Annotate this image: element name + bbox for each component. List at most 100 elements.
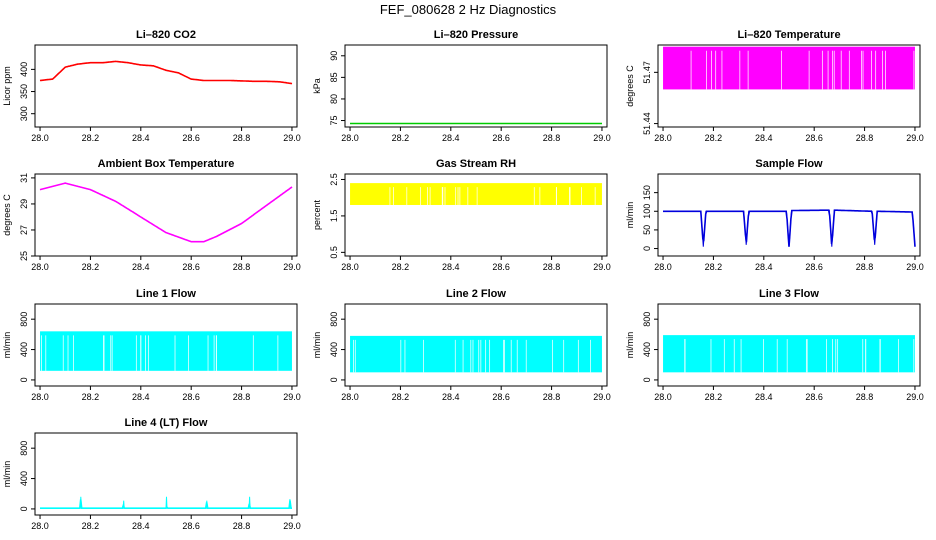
chart-title: Li–820 Temperature bbox=[737, 29, 840, 41]
y-axis-label: kPa bbox=[312, 78, 322, 94]
chart-title: Line 4 (LT) Flow bbox=[125, 417, 208, 429]
y-axis-label: degrees C bbox=[2, 194, 12, 236]
series-band bbox=[40, 331, 292, 371]
x-tick-label: 28.8 bbox=[856, 392, 874, 402]
x-tick-label: 28.8 bbox=[233, 133, 251, 143]
page-title: FEF_080628 2 Hz Diagnostics bbox=[379, 2, 557, 17]
series-band bbox=[663, 46, 915, 90]
x-tick-label: 28.4 bbox=[132, 262, 150, 272]
x-tick-label: 28.4 bbox=[132, 521, 150, 531]
x-tick-label: 28.2 bbox=[705, 392, 723, 402]
x-tick-label: 28.2 bbox=[392, 133, 410, 143]
series-points-line bbox=[39, 182, 293, 243]
x-tick-label: 28.4 bbox=[442, 262, 460, 272]
y-tick-label: 51.47 bbox=[642, 61, 652, 84]
y-axis-label: ml/min bbox=[625, 202, 635, 229]
series-band bbox=[663, 335, 915, 373]
y-tick-label: 31 bbox=[19, 173, 29, 183]
x-tick-label: 28.6 bbox=[492, 392, 510, 402]
y-tick-label: 800 bbox=[329, 312, 339, 327]
y-axis-label: degrees C bbox=[625, 65, 635, 107]
x-tick-label: 28.6 bbox=[492, 133, 510, 143]
x-tick-label: 28.6 bbox=[182, 133, 200, 143]
y-axis-label: ml/min bbox=[2, 461, 12, 488]
x-tick-label: 28.2 bbox=[392, 262, 410, 272]
x-tick-label: 29.0 bbox=[593, 392, 611, 402]
x-tick-label: 29.0 bbox=[593, 133, 611, 143]
y-tick-label: 90 bbox=[329, 51, 339, 61]
y-tick-label: 2.5 bbox=[329, 173, 339, 186]
y-tick-label: 25 bbox=[19, 251, 29, 261]
x-tick-label: 29.0 bbox=[283, 262, 301, 272]
y-tick-label: 300 bbox=[19, 106, 29, 121]
x-tick-label: 28.0 bbox=[31, 392, 49, 402]
x-tick-label: 28.0 bbox=[31, 262, 49, 272]
x-tick-label: 28.2 bbox=[705, 262, 723, 272]
x-tick-label: 28.4 bbox=[132, 133, 150, 143]
chart-title: Line 2 Flow bbox=[446, 288, 506, 300]
x-tick-label: 28.0 bbox=[654, 392, 672, 402]
y-tick-label: 400 bbox=[19, 342, 29, 357]
y-tick-label: 75 bbox=[329, 116, 339, 126]
y-axis-label: percent bbox=[312, 199, 322, 230]
series-band bbox=[350, 335, 602, 373]
y-axis-label: Licor ppm bbox=[2, 66, 12, 106]
x-tick-label: 28.4 bbox=[132, 392, 150, 402]
x-tick-label: 28.4 bbox=[442, 133, 460, 143]
plot-frame bbox=[344, 303, 608, 387]
plot-frame bbox=[657, 303, 921, 387]
x-tick-label: 28.0 bbox=[654, 262, 672, 272]
x-tick-label: 28.6 bbox=[805, 262, 823, 272]
chart-title: Gas Stream RH bbox=[436, 158, 516, 170]
y-tick-label: 0.5 bbox=[329, 246, 339, 259]
x-tick-label: 28.8 bbox=[543, 262, 561, 272]
y-tick-label: 800 bbox=[19, 441, 29, 456]
y-tick-label: 51.44 bbox=[642, 112, 652, 135]
chart-panel-7: Line 1 Flow ml/min 28.0 28.2 28.4 28.6 28.8 29.… bbox=[2, 288, 301, 402]
chart-title: Line 3 Flow bbox=[759, 288, 819, 300]
plot-frame bbox=[34, 44, 298, 128]
x-tick-label: 28.4 bbox=[755, 133, 773, 143]
chart-panel-9: Line 3 Flow ml/min 28.0 28.2 28.4 28.6 28.8 29.… bbox=[625, 288, 924, 402]
y-tick-label: 150 bbox=[642, 185, 652, 200]
chart-title: Li–820 Pressure bbox=[434, 29, 518, 41]
x-tick-label: 28.0 bbox=[341, 133, 359, 143]
x-tick-label: 28.6 bbox=[805, 133, 823, 143]
x-tick-label: 28.2 bbox=[392, 392, 410, 402]
x-tick-label: 28.6 bbox=[182, 521, 200, 531]
y-axis-label: ml/min bbox=[312, 332, 322, 359]
x-tick-label: 28.8 bbox=[856, 133, 874, 143]
x-tick-label: 28.2 bbox=[82, 133, 100, 143]
y-tick-label: 0 bbox=[19, 506, 29, 511]
x-tick-label: 28.6 bbox=[182, 392, 200, 402]
x-tick-label: 29.0 bbox=[593, 262, 611, 272]
plot-frame bbox=[34, 303, 298, 387]
y-tick-label: 0 bbox=[19, 377, 29, 382]
plot-frame bbox=[344, 173, 608, 257]
y-tick-label: 80 bbox=[329, 94, 339, 104]
plot-frame bbox=[657, 44, 921, 128]
y-tick-label: 400 bbox=[329, 342, 339, 357]
x-tick-label: 28.0 bbox=[341, 392, 359, 402]
y-tick-label: 400 bbox=[642, 342, 652, 357]
series-line bbox=[39, 60, 293, 85]
x-tick-label: 29.0 bbox=[906, 262, 924, 272]
chart-panel-4: Ambient Box Temperature degrees C 28.0 28.2… bbox=[2, 158, 301, 272]
y-tick-label: 100 bbox=[642, 204, 652, 219]
y-tick-label: 27 bbox=[19, 225, 29, 235]
chart-panel-6: Sample Flow ml/min 28.0 28.2 28.4 28.6 28.8 29.… bbox=[625, 158, 924, 272]
chart-title: Line 1 Flow bbox=[136, 288, 196, 300]
chart-panel-3: Li–820 Temperature degrees C 28.0 28.2 28.4 2… bbox=[625, 29, 924, 143]
x-tick-label: 28.8 bbox=[233, 262, 251, 272]
chart-panel-10: Line 4 (LT) Flow ml/min 28.0 28.2 28.4 28.6 28… bbox=[2, 417, 301, 531]
x-tick-label: 28.4 bbox=[442, 392, 460, 402]
x-tick-label: 28.2 bbox=[82, 392, 100, 402]
y-axis-label: ml/min bbox=[625, 332, 635, 359]
x-tick-label: 29.0 bbox=[283, 392, 301, 402]
y-tick-label: 400 bbox=[19, 62, 29, 77]
y-tick-label: 800 bbox=[19, 312, 29, 327]
x-tick-label: 28.6 bbox=[492, 262, 510, 272]
y-tick-label: 350 bbox=[19, 84, 29, 99]
x-tick-label: 28.0 bbox=[341, 262, 359, 272]
